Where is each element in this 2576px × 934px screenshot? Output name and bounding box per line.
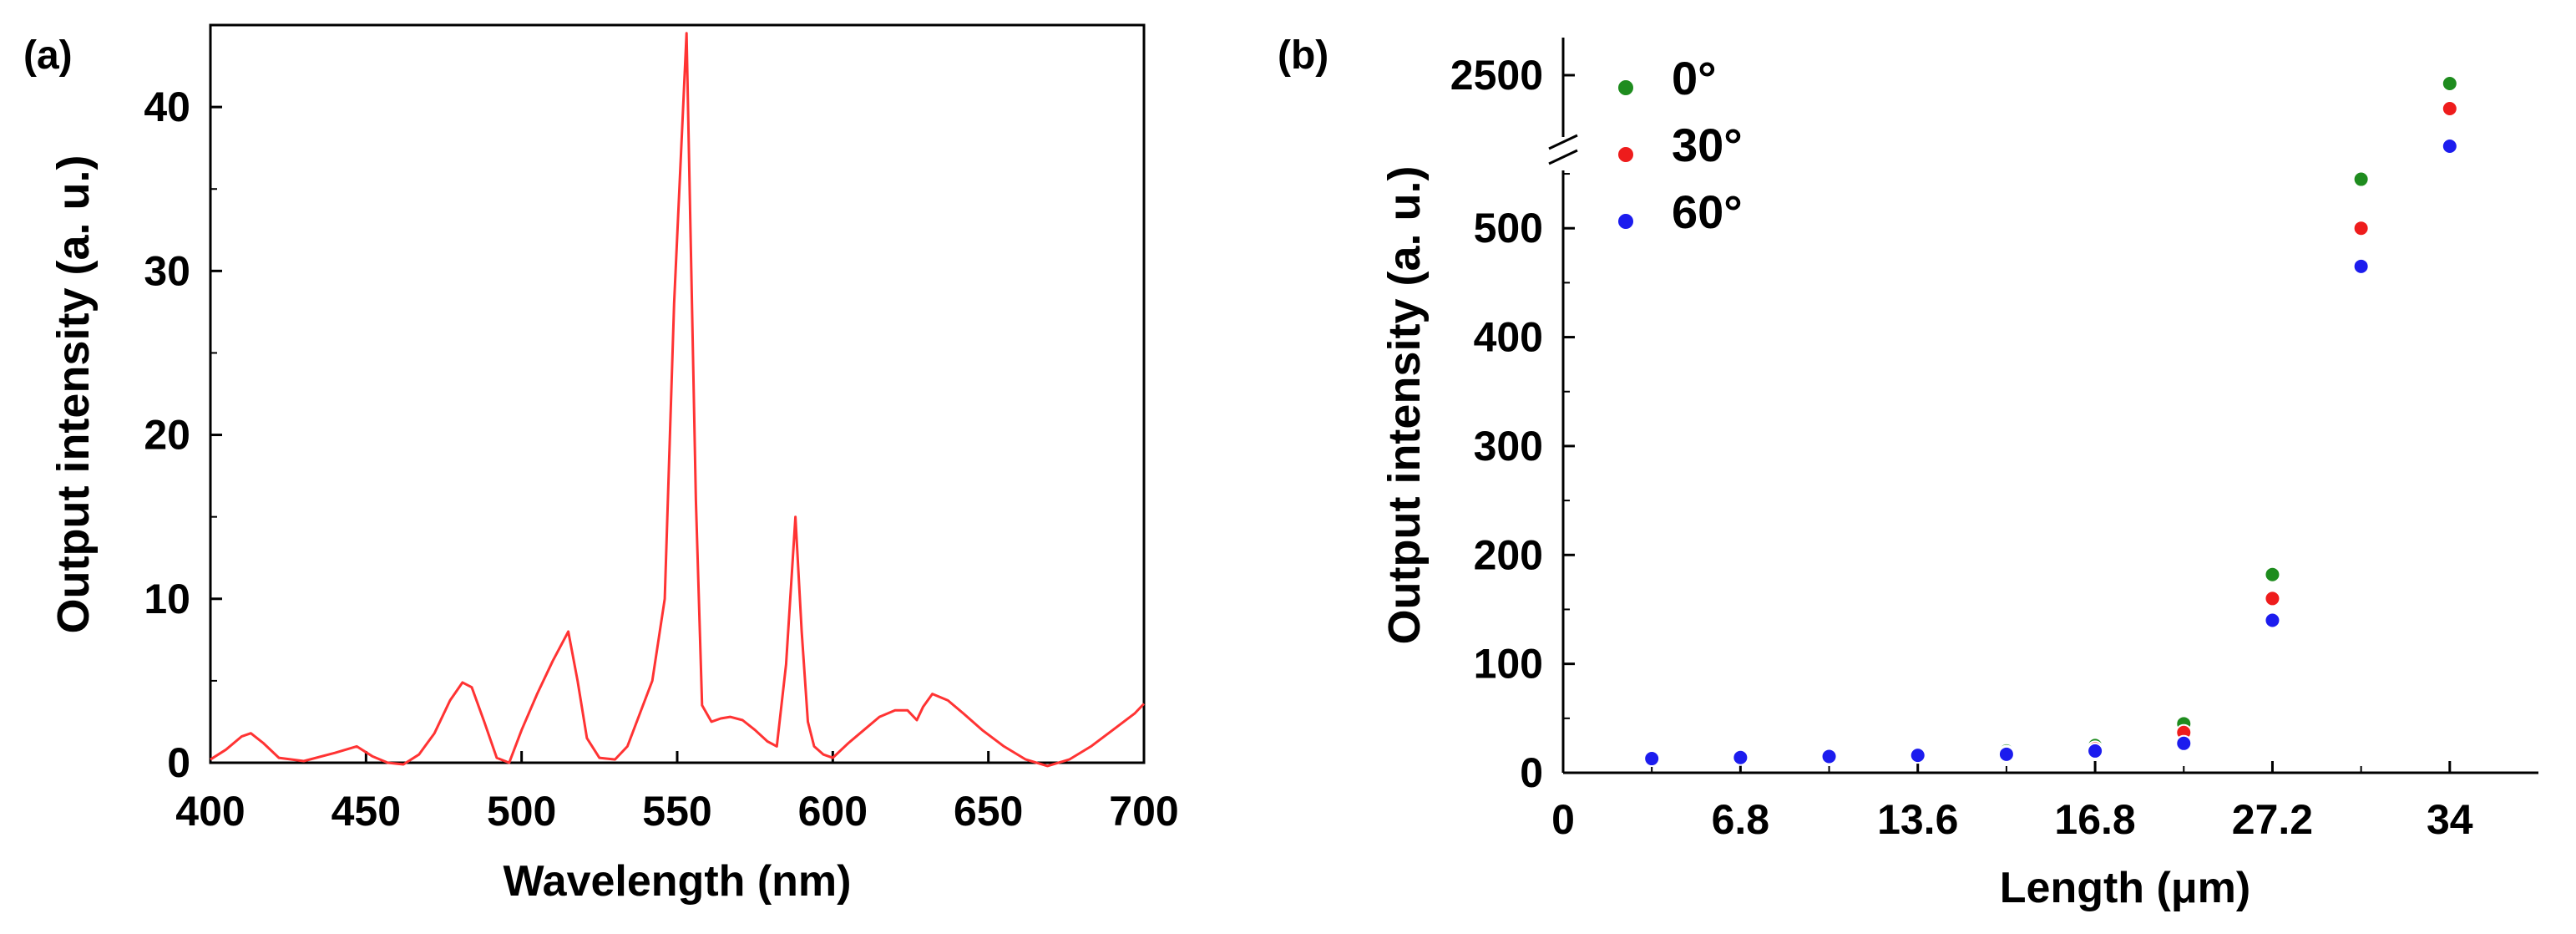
- data-point: [2264, 612, 2281, 629]
- x-tick-label: 650: [954, 788, 1023, 835]
- y-tick-label: 30: [144, 247, 190, 294]
- x-tick-label: 0: [1551, 796, 1575, 843]
- x-tick-label: 34: [2427, 796, 2473, 843]
- data-point: [2175, 734, 2193, 752]
- data-point: [2264, 590, 2281, 607]
- data-point: [2352, 257, 2370, 275]
- x-tick-label: 500: [487, 788, 556, 835]
- data-point: [2352, 170, 2370, 188]
- x-axis-label: Wavelength (nm): [504, 857, 852, 906]
- data-point: [1997, 745, 2015, 763]
- panel-a-label: (a): [23, 33, 73, 78]
- y-tick-label: 500: [1474, 205, 1543, 251]
- y-tick-label: 200: [1474, 531, 1543, 578]
- data-point: [2264, 566, 2281, 583]
- panel-a-plot-frame: [209, 23, 1146, 764]
- y-tick-label: 400: [1474, 314, 1543, 361]
- data-point: [1643, 750, 1661, 768]
- legend-label: 0°: [1672, 52, 1717, 104]
- x-tick-label: 700: [1109, 788, 1178, 835]
- data-point: [2087, 742, 2104, 759]
- y-tick-label: 0: [1520, 749, 1543, 796]
- data-point: [1820, 748, 1838, 765]
- panel-b-label: (b): [1278, 33, 1328, 78]
- legend-marker: [1617, 79, 1635, 97]
- x-tick-label: 16.8: [2054, 796, 2135, 843]
- y-axis-label: Output intensity (a. u.): [1379, 166, 1430, 645]
- y-axis-label: Output intensity (a. u.): [48, 155, 99, 634]
- x-tick-label: 27.2: [2232, 796, 2313, 843]
- x-tick-label: 550: [642, 788, 711, 835]
- y-tick-label: 2500: [1450, 52, 1543, 99]
- legend-marker: [1617, 145, 1635, 164]
- y-tick-label: 300: [1474, 423, 1543, 470]
- x-tick-label: 600: [798, 788, 868, 835]
- panel-a: (a) 400 450 500 550 600 650 700 0 10 20 30 40 Wave…: [23, 23, 1179, 906]
- y-tick-label: 100: [1474, 641, 1543, 688]
- data-point: [2352, 220, 2370, 237]
- y-tick-label: 0: [167, 739, 190, 786]
- x-tick-label: 400: [175, 788, 245, 835]
- y-tick-label: 40: [144, 84, 190, 130]
- legend-label: 60°: [1672, 185, 1743, 238]
- x-axis-label: Length (μm): [2000, 864, 2250, 912]
- data-point: [2441, 138, 2458, 155]
- data-point: [2441, 75, 2458, 92]
- legend-label: 30°: [1672, 119, 1743, 171]
- x-tick-label: 450: [331, 788, 401, 835]
- data-point: [2441, 100, 2458, 117]
- y-tick-label: 20: [144, 412, 190, 459]
- x-tick-label: 6.8: [1712, 796, 1770, 843]
- data-point: [1732, 749, 1749, 766]
- y-tick-label: 10: [144, 576, 190, 622]
- legend-marker: [1617, 212, 1635, 231]
- x-tick-label: 13.6: [1877, 796, 1958, 843]
- panel-b: (b) 0 6.8 13.6 16.8 27.2 34 0 100 200 300 400 500 2…: [1278, 33, 2538, 912]
- axis-break-mark: [1548, 134, 1578, 165]
- data-point: [1909, 747, 1926, 764]
- spectrum-line: [210, 32, 1146, 768]
